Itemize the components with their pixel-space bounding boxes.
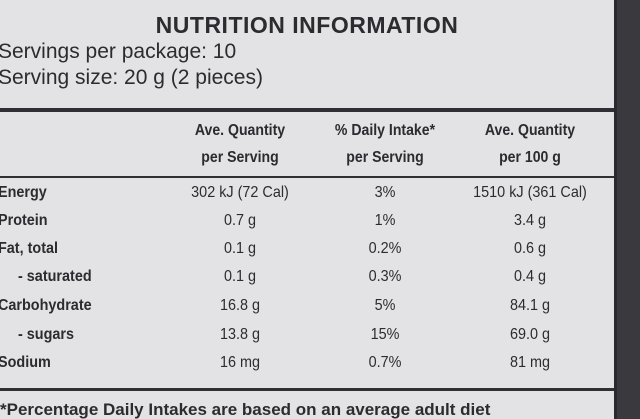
cell: 302 kJ (72 Cal) xyxy=(191,184,289,201)
column-header: per Serving xyxy=(201,149,279,166)
cell: 69.0 g xyxy=(509,326,551,343)
cell: 0.7 g xyxy=(223,212,257,229)
cell: 84.1 g xyxy=(509,297,551,314)
rule xyxy=(0,108,614,112)
cell: 1% xyxy=(374,212,396,229)
cell: 16 mg xyxy=(219,354,261,371)
row-label: - saturated xyxy=(18,268,92,285)
title: NUTRITION INFORMATION xyxy=(155,12,459,38)
cell: 1510 kJ (361 Cal) xyxy=(473,184,587,201)
column-header: Ave. Quantity xyxy=(484,122,576,139)
cell: 13.8 g xyxy=(219,326,261,343)
row-label: Carbohydrate xyxy=(0,297,92,314)
cell: 0.6 g xyxy=(513,240,547,257)
column-header: % Daily Intake* xyxy=(334,122,436,139)
cell: 16.8 g xyxy=(219,297,261,314)
serving-size: Serving size: 20 g (2 pieces) xyxy=(0,66,263,89)
cell: 5% xyxy=(374,297,396,314)
cell: 81 mg xyxy=(509,354,551,371)
rule xyxy=(0,388,614,391)
servings-per-package: Servings per package: 10 xyxy=(0,40,237,63)
cell: 15% xyxy=(370,326,400,343)
column-header: per 100 g xyxy=(499,149,561,166)
cell: 3.4 g xyxy=(513,212,547,229)
column-header: Ave. Quantity xyxy=(194,122,286,139)
cell: 0.2% xyxy=(368,240,402,257)
row-label: Protein xyxy=(0,212,48,229)
cell: 0.7% xyxy=(368,354,402,371)
cell: 0.1 g xyxy=(223,240,257,257)
cell: 3% xyxy=(374,184,396,201)
column-header: per Serving xyxy=(346,149,424,166)
rule xyxy=(0,176,614,178)
cell: 0.1 g xyxy=(223,268,257,285)
cell: 0.3% xyxy=(368,268,402,285)
footnote: *Percentage Daily Intakes are based on a… xyxy=(0,400,491,419)
cell: 0.4 g xyxy=(513,268,547,285)
row-label: Sodium xyxy=(0,354,51,371)
row-label: - sugars xyxy=(18,326,75,343)
nutrition-label: NUTRITION INFORMATION Servings per packa… xyxy=(0,0,617,419)
row-label: Energy xyxy=(0,184,47,201)
row-label: Fat, total xyxy=(0,240,59,257)
